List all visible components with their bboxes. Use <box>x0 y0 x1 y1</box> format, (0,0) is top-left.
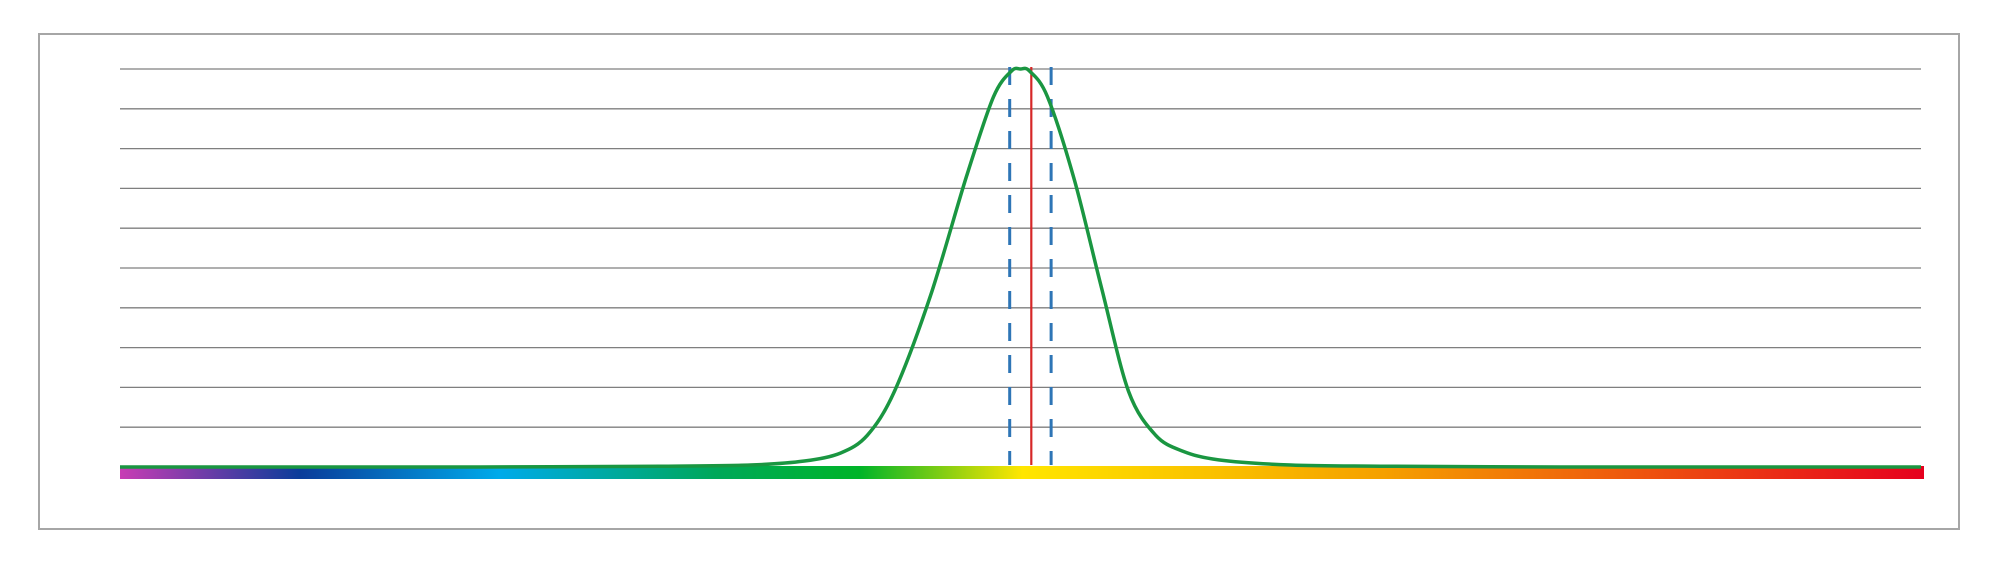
spectrum-chart <box>119 66 1924 479</box>
chart-frame <box>38 33 1960 530</box>
series-line <box>119 66 1921 469</box>
reference-lines <box>1008 67 1053 465</box>
spectrum-color-bar <box>120 466 1924 479</box>
gridlines <box>120 68 1921 428</box>
